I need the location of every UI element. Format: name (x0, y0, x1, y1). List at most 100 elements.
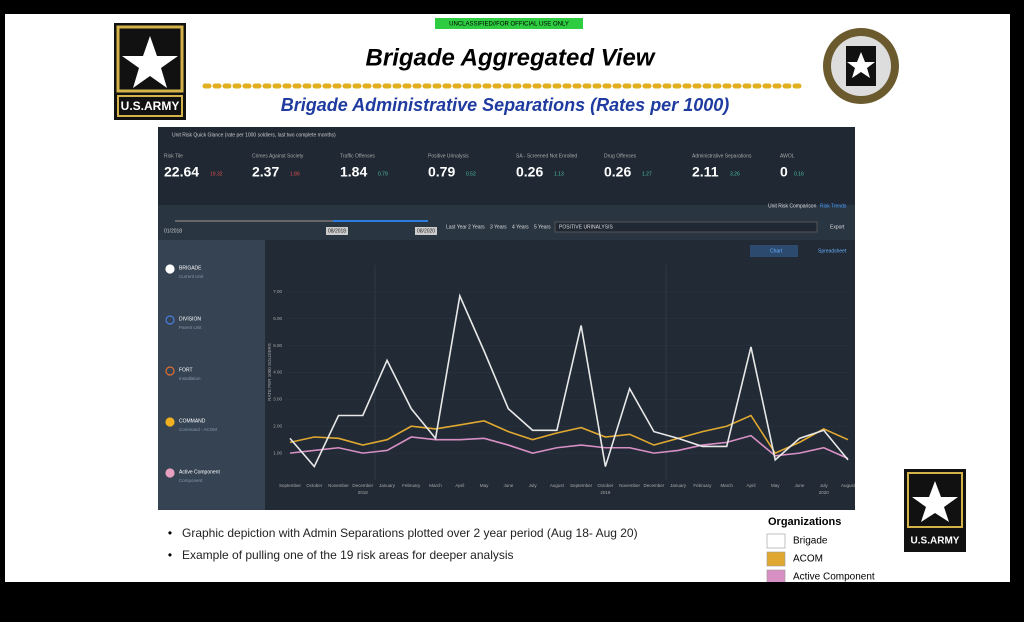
x-tick-label: May (771, 483, 780, 488)
y-tick-label: 5.00 (273, 343, 282, 348)
org-legend-swatch (766, 533, 786, 549)
x-tick-label: December (352, 483, 373, 488)
org-legend-title: Organizations (768, 516, 841, 528)
x-tick-label: January (379, 483, 396, 488)
kpi-delta: 1.27 (642, 171, 652, 177)
tab[interactable]: Unit Risk Comparison (768, 203, 817, 209)
kpi-delta: 0.16 (794, 171, 804, 177)
kpi-label: Traffic Offenses (340, 153, 375, 159)
title: Brigade Aggregated View (366, 44, 656, 71)
legend-sub: Current Unit (179, 274, 204, 279)
kpi-strip (158, 127, 855, 205)
x-tick-label: February (693, 483, 712, 488)
bullet-dot: • (168, 526, 172, 540)
org-legend-name: ACOM (793, 554, 823, 565)
series-line (289, 293, 849, 469)
dropdown-box[interactable] (554, 221, 818, 233)
legend-panel (158, 240, 265, 510)
x-tick-label: October (306, 483, 323, 488)
kpi-value: 22.64 (164, 164, 199, 180)
x-tick-label: August (841, 483, 856, 488)
kpi-value: 2.37 (252, 164, 279, 180)
banner: UNCLASSIFIED//FOR OFFICIAL USE ONLY (449, 22, 569, 28)
kpi-delta: 0.79 (378, 171, 388, 177)
subtitle: Brigade Administrative Separations (Rate… (281, 95, 730, 115)
y-tick-label: 4.00 (273, 370, 282, 375)
tab[interactable]: Risk Trends (820, 203, 847, 209)
legend-dot[interactable] (165, 366, 175, 376)
org-legend-name: Active Component (793, 572, 875, 583)
logo-text: U.S.ARMY (911, 536, 960, 547)
kpi-label: AWOL (780, 153, 795, 159)
bullet: Graphic depiction with Admin Separations… (182, 526, 638, 540)
x-tick-label: June (795, 483, 805, 488)
y-tick-label: 2.00 (273, 423, 282, 428)
y-tick-label: 7.00 (273, 289, 282, 294)
view-button-bg (750, 245, 798, 257)
kpi-delta: 19.32 (210, 171, 223, 177)
x-tick-label: July (529, 483, 538, 488)
slider-handle[interactable] (326, 227, 348, 235)
kpi-value: 1.84 (340, 164, 367, 180)
kpi-label: Risk Tile (164, 153, 183, 159)
x-tick-label: March (720, 483, 733, 488)
view-button[interactable]: Chart (770, 248, 783, 254)
org-legend: Organizations (768, 516, 841, 528)
seal (823, 28, 899, 104)
legend-name: COMMAND (179, 418, 206, 424)
y-tick-label: 1.00 (273, 450, 282, 455)
legend-name: Active Component (179, 469, 220, 475)
range-button[interactable]: 3 Years (490, 224, 507, 230)
x-tick-label: October (597, 483, 614, 488)
kpi-label: Positive Urinalysis (428, 153, 469, 159)
banner-bg (435, 18, 583, 29)
x-tick-label: February (402, 483, 421, 488)
year-label: 2020 (819, 490, 830, 495)
x-tick-label: September (570, 483, 593, 488)
x-tick-label: April (455, 483, 464, 488)
bottom-bar (0, 582, 1024, 617)
org-legend-swatch (766, 551, 786, 567)
kpi-delta: 3.26 (730, 171, 740, 177)
kpi-label: Drug Offenses (604, 153, 637, 159)
x-tick-label: April (746, 483, 755, 488)
range-button[interactable]: 5 Years (534, 224, 551, 230)
logo-right: U.S.ARMY (904, 469, 966, 552)
range-button[interactable]: 4 Years (512, 224, 529, 230)
logo-text: U.S.ARMY (121, 99, 180, 113)
kpi-delta: 1.86 (290, 171, 300, 177)
legend-dot[interactable] (165, 264, 175, 274)
legend-dot[interactable] (165, 315, 175, 325)
range-button[interactable]: 2 Years (468, 224, 485, 230)
legend-sub: Installation (179, 376, 201, 381)
export[interactable]: Export (830, 224, 845, 230)
series-line (289, 414, 849, 455)
legend-sub: Parent Unit (179, 325, 202, 330)
y-tick-label: 6.00 (273, 316, 282, 321)
slider-date: 01/2018 (164, 228, 182, 234)
logo-left: U.S.ARMY (114, 23, 186, 120)
x-tick-label: May (480, 483, 489, 488)
legend-dot[interactable] (165, 417, 175, 427)
series-line (289, 434, 849, 460)
slider-handle[interactable] (415, 227, 437, 235)
kpi-value: 0 (780, 164, 788, 180)
legend-sub: Command - ACOM (179, 427, 217, 432)
x-tick-label: August (550, 483, 565, 488)
legend-sub: Component (179, 478, 203, 483)
view-button[interactable]: Spreadsheet (818, 248, 847, 254)
legend-dot[interactable] (165, 468, 175, 478)
x-tick-label: November (619, 483, 640, 488)
x-tick-label: September (279, 483, 302, 488)
legend-name: BRIGADE (179, 265, 202, 271)
kpi-label: Administrative Separations (692, 153, 752, 159)
x-tick-label: June (503, 483, 513, 488)
legend-name: DIVISION (179, 316, 201, 322)
bullet: Example of pulling one of the 19 risk ar… (182, 548, 514, 562)
kpi-label: SA - Screened Not Enrolled (516, 153, 577, 159)
org-legend-name: Brigade (793, 536, 828, 547)
range-button[interactable]: Last Year (446, 224, 467, 230)
kpi-value: 2.11 (692, 164, 719, 180)
